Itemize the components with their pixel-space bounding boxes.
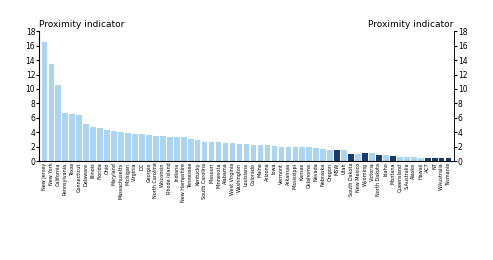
Bar	[390, 156, 396, 161]
Bar	[348, 154, 354, 161]
Bar	[97, 128, 103, 161]
Bar	[265, 145, 270, 161]
Bar	[216, 142, 221, 161]
Bar	[174, 137, 179, 161]
Bar	[125, 133, 131, 161]
Bar	[314, 148, 319, 161]
Bar	[244, 144, 249, 161]
Bar	[376, 155, 382, 161]
Bar	[105, 130, 110, 161]
Bar	[272, 146, 277, 161]
Bar	[83, 124, 89, 161]
Bar	[63, 113, 68, 161]
Bar	[279, 147, 284, 161]
Bar	[132, 134, 138, 161]
Bar	[230, 143, 235, 161]
Bar	[341, 150, 347, 161]
Bar	[195, 140, 201, 161]
Bar	[292, 147, 298, 161]
Bar	[209, 142, 214, 161]
Bar	[327, 150, 333, 161]
Bar	[411, 157, 417, 161]
Text: Proximity indicator: Proximity indicator	[39, 20, 125, 29]
Bar	[181, 137, 186, 161]
Bar	[146, 135, 152, 161]
Bar	[425, 158, 430, 161]
Bar	[111, 131, 117, 161]
Bar	[285, 147, 291, 161]
Bar	[334, 150, 340, 161]
Bar	[202, 142, 208, 161]
Bar	[70, 114, 75, 161]
Bar	[188, 139, 194, 161]
Bar	[41, 42, 47, 161]
Bar	[369, 153, 375, 161]
Text: Proximity indicator: Proximity indicator	[368, 20, 454, 29]
Bar	[362, 153, 368, 161]
Bar	[446, 158, 452, 161]
Bar	[153, 136, 159, 161]
Bar	[56, 85, 61, 161]
Bar	[76, 115, 82, 161]
Bar	[299, 147, 305, 161]
Bar	[439, 158, 445, 161]
Bar	[139, 134, 145, 161]
Bar	[118, 132, 124, 161]
Bar	[48, 64, 54, 161]
Bar	[404, 157, 410, 161]
Bar	[258, 145, 263, 161]
Bar	[397, 157, 403, 161]
Bar	[250, 145, 256, 161]
Bar	[90, 127, 96, 161]
Bar	[320, 149, 326, 161]
Bar	[237, 144, 243, 161]
Bar	[160, 136, 166, 161]
Bar	[355, 154, 361, 161]
Bar	[383, 155, 388, 161]
Bar	[167, 137, 173, 161]
Bar	[432, 158, 437, 161]
Bar	[307, 147, 312, 161]
Bar	[223, 143, 228, 161]
Bar	[418, 158, 423, 161]
